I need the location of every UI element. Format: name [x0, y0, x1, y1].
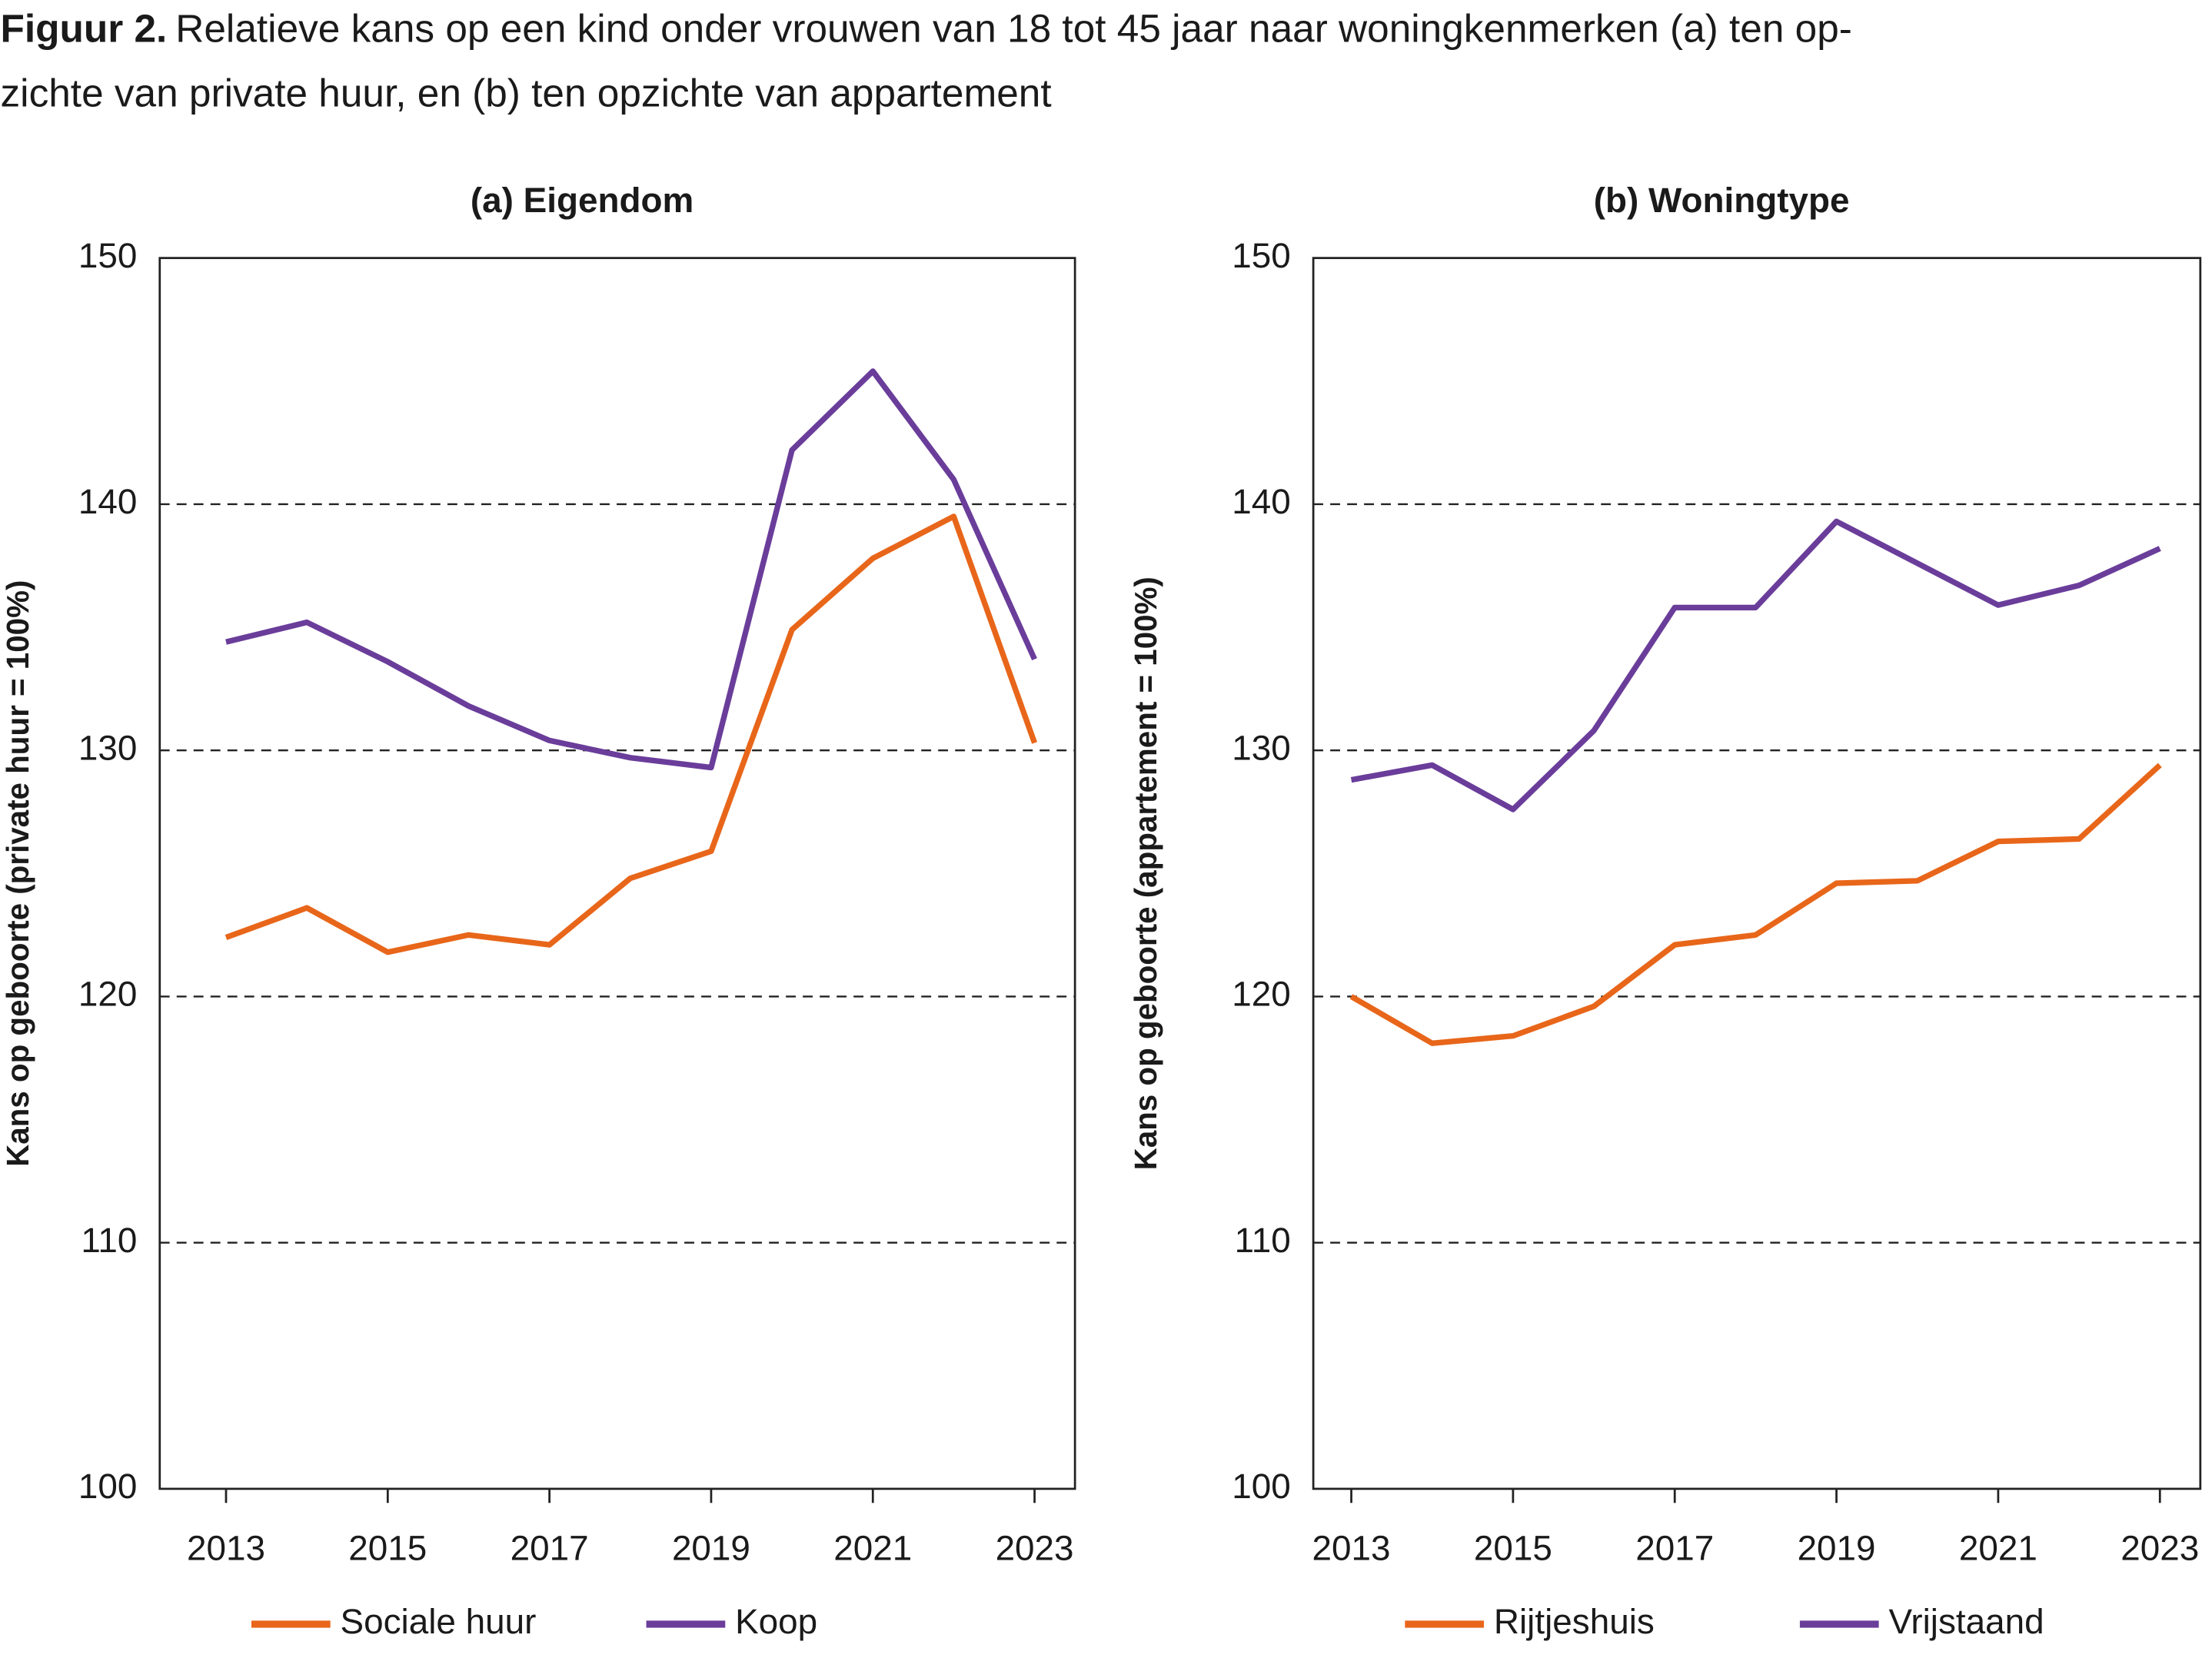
- x-tick-label: 2015: [1474, 1528, 1552, 1568]
- x-tick-label: 2013: [1312, 1528, 1391, 1568]
- chart-title: (b) Woningtype: [1594, 180, 1850, 220]
- y-tick-label: 110: [1235, 1220, 1291, 1260]
- x-tick-label: 2019: [1798, 1528, 1876, 1568]
- y-tick-label: 130: [78, 727, 138, 767]
- title-line: Relatieve kans op een kind onder vrouwen…: [175, 6, 1852, 50]
- x-tick-label: 2013: [187, 1528, 265, 1568]
- legend-label: Vrijstaand: [1888, 1601, 2044, 1641]
- x-tick-label: 2017: [1635, 1528, 1714, 1568]
- legend-label: Rijtjeshuis: [1494, 1601, 1655, 1641]
- y-axis-label: Kans op geboorte (appartement = 100%): [1128, 576, 1163, 1170]
- y-tick-label: 150: [1232, 235, 1291, 275]
- x-tick-label: 2017: [511, 1528, 589, 1568]
- legend-label: Koop: [735, 1601, 817, 1641]
- x-tick-label: 2023: [2121, 1528, 2199, 1568]
- y-axis-label: Kans op geboorte (private huur = 100%): [0, 580, 35, 1167]
- x-tick-label: 2021: [1959, 1528, 2037, 1568]
- y-tick-label: 120: [1232, 974, 1291, 1014]
- plot-frame: [158, 257, 1076, 1490]
- y-tick-label: 120: [78, 974, 138, 1014]
- y-tick-label: 130: [1232, 727, 1291, 767]
- plot-frame: [1312, 257, 2202, 1490]
- x-tick-label: 2023: [996, 1528, 1074, 1568]
- x-tick-label: 2015: [348, 1528, 427, 1568]
- y-tick-label: 100: [1232, 1466, 1291, 1506]
- series-line: [225, 513, 1038, 955]
- chart-title: (a) Eigendom: [471, 180, 694, 220]
- title-line: zichte van private huur, en (b) ten opzi…: [1, 71, 1052, 115]
- figure-title: Figuur 2. Relatieve kans op een kind onde…: [1, 6, 1852, 50]
- y-tick-label: 110: [81, 1220, 137, 1260]
- series-line: [1350, 518, 2161, 812]
- y-tick-label: 140: [78, 481, 138, 521]
- series-line: [1349, 763, 2162, 1046]
- legend-label: Sociale huur: [341, 1601, 537, 1641]
- x-tick-label: 2019: [672, 1528, 750, 1568]
- series-line: [225, 368, 1037, 771]
- y-tick-label: 150: [78, 235, 138, 275]
- figure-label: Figuur 2.: [1, 6, 168, 50]
- x-tick-label: 2021: [833, 1528, 912, 1568]
- y-tick-label: 140: [1232, 481, 1291, 521]
- y-tick-label: 100: [78, 1466, 138, 1506]
